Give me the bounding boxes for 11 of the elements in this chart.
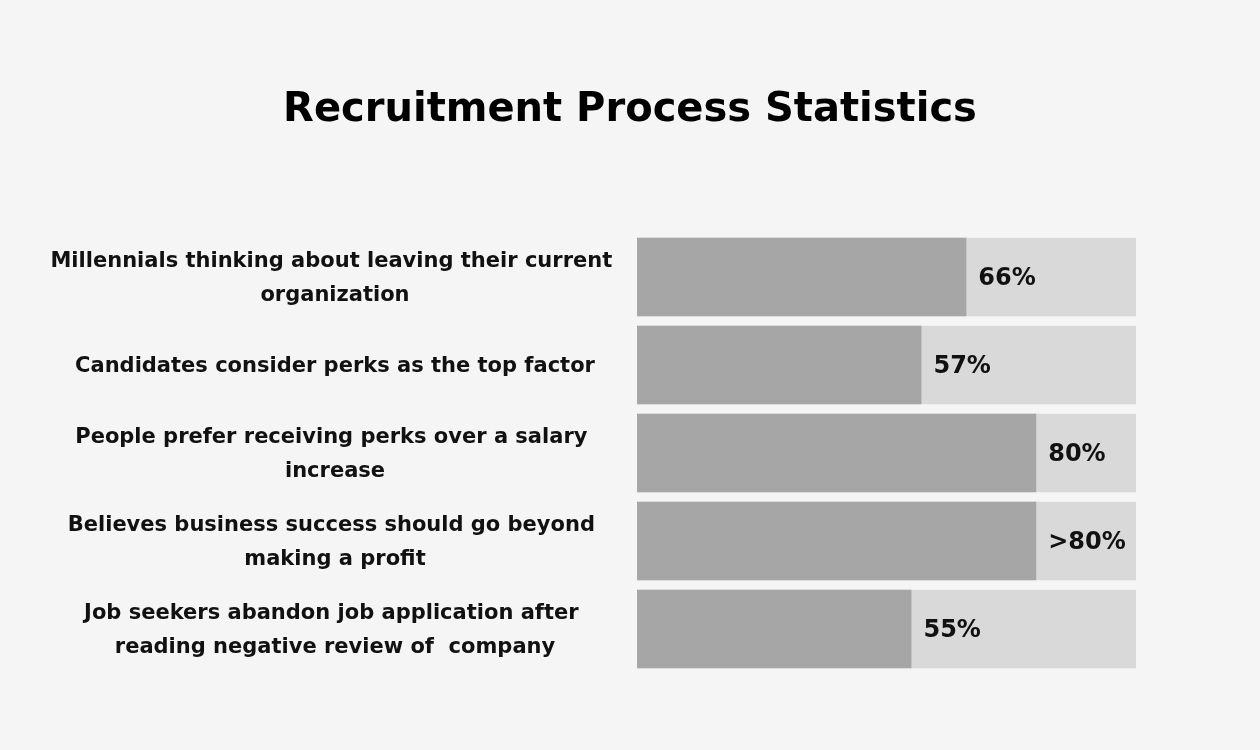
y-tick-label: People prefer receiving perks over a salary increase [75,424,595,482]
data-label: >80% [1048,527,1126,555]
y-tick-label: Candidates consider perks as the top factor [75,353,596,377]
y-tick-label: Believes business success should go beyond making a profit [67,512,603,570]
data-label: 55% [923,615,981,643]
data-label: 57% [933,351,991,379]
data-label: 80% [1048,439,1106,467]
data-label: 66% [978,263,1036,291]
y-tick-label: Job seekers abandon job application after reading negative review of company [82,600,586,658]
y-tick-label: Millennials thinking about leaving their current organization [50,248,620,306]
chart-title: Recruitment Process Statistics [283,84,977,130]
